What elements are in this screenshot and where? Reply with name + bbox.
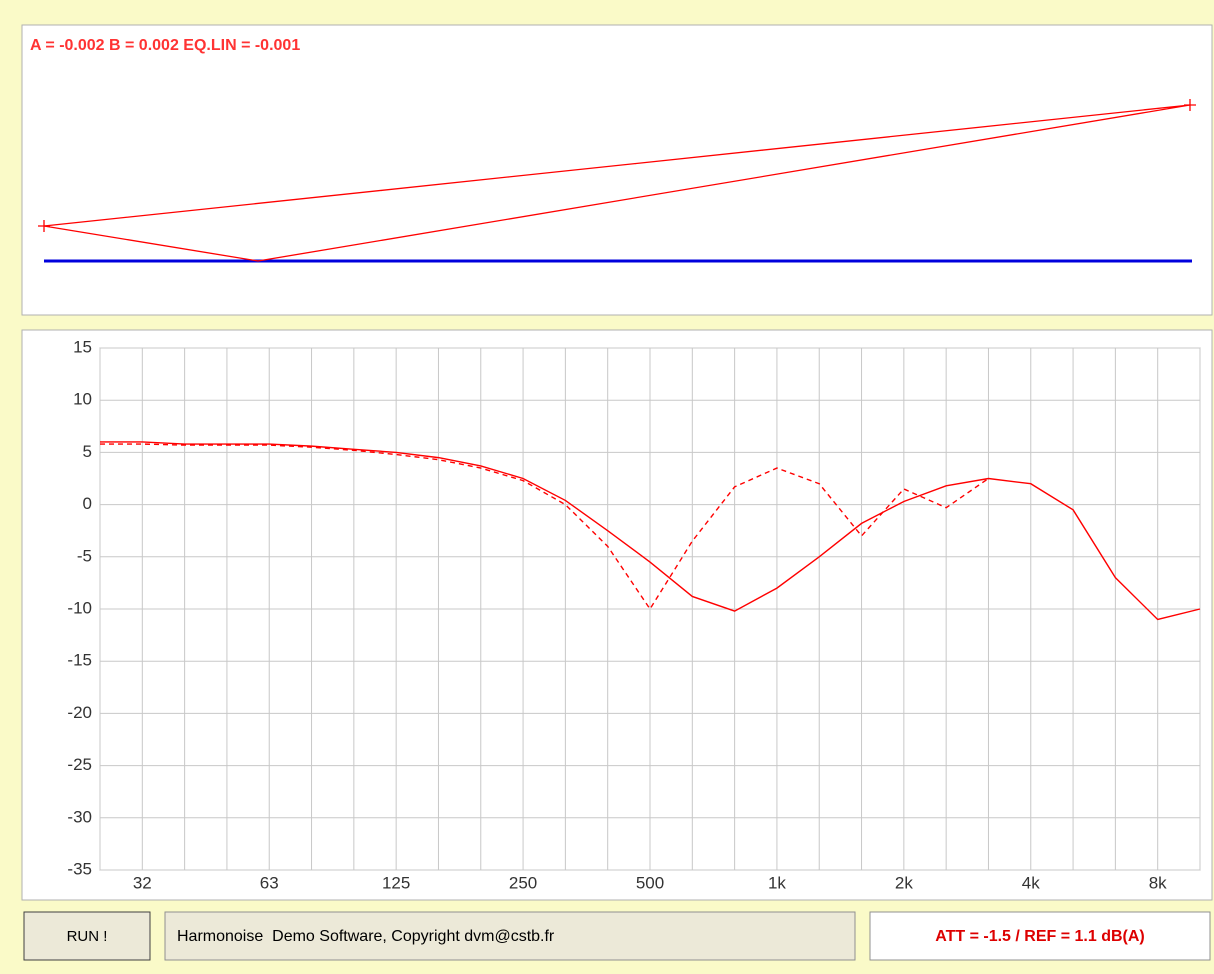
y-tick-label: -5 — [77, 546, 92, 565]
profile-points — [38, 99, 1196, 232]
y-tick-label: 15 — [73, 337, 92, 356]
x-tick-label: 8k — [1149, 873, 1167, 892]
series-line — [100, 441, 1201, 621]
result-box — [869, 911, 1211, 961]
y-tick-label: -30 — [67, 807, 92, 826]
x-tick-label: 63 — [260, 873, 279, 892]
x-tick-label: 32 — [133, 873, 152, 892]
y-tick-label: 10 — [73, 390, 92, 409]
top-panel — [21, 24, 1213, 316]
y-tick-label: -10 — [67, 598, 92, 617]
run-button-label[interactable]: RUN ! — [67, 928, 108, 945]
x-tick-label: 500 — [636, 873, 664, 892]
y-tick-label: -20 — [67, 703, 92, 722]
status-box — [164, 911, 856, 961]
status-text: Harmonoise Demo Software, Copyright dvm@… — [177, 928, 555, 945]
x-tick-label: 250 — [509, 873, 537, 892]
y-tick-label: -15 — [67, 651, 92, 670]
y-tick-label: -25 — [67, 755, 92, 774]
result-text: ATT = -1.5 / REF = 1.1 dB(A) — [935, 928, 1145, 945]
y-tick-label: 0 — [83, 494, 92, 513]
profile-triangle — [43, 104, 1191, 262]
coefficients-label: A = -0.002 B = 0.002 EQ.LIN = -0.001 — [30, 37, 300, 54]
x-tick-label: 1k — [768, 873, 786, 892]
y-tick-label: 5 — [83, 442, 92, 461]
y-tick-label: -35 — [67, 859, 92, 878]
series-line — [100, 443, 989, 611]
x-tick-label: 4k — [1022, 873, 1040, 892]
x-tick-label: 2k — [895, 873, 913, 892]
run-button[interactable] — [23, 911, 151, 961]
x-tick-label: 125 — [382, 873, 410, 892]
